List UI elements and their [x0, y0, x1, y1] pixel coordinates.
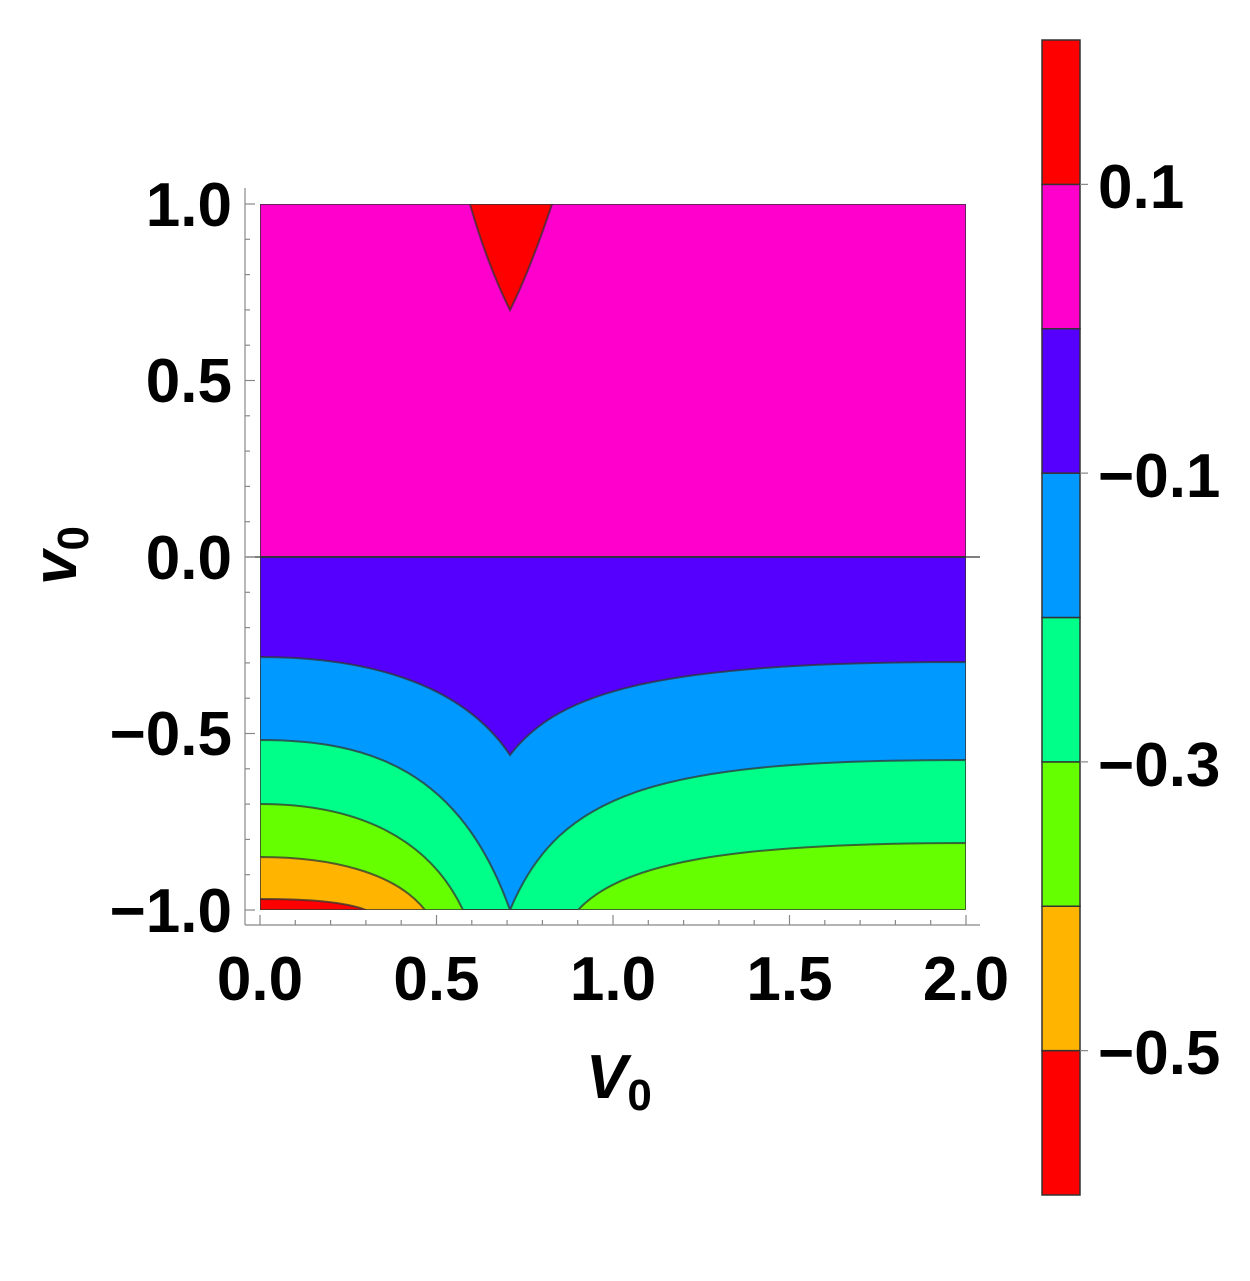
y-tick-label: 0.0 [146, 524, 232, 593]
colorbar-band [1041, 1049, 1081, 1196]
y-tick-label: −0.5 [110, 700, 232, 769]
region-band-0-to-0.1 [260, 204, 966, 558]
y-tick-label: 0.5 [146, 347, 232, 416]
x-tick-label: 0.5 [393, 945, 479, 1014]
contour-regions [260, 204, 966, 910]
colorbar-band [1041, 905, 1081, 1052]
y-axis-label: v0 [21, 526, 98, 585]
x-tick-label: 0.0 [217, 945, 303, 1014]
colorbar-label: 0.1 [1098, 153, 1184, 222]
colorbar-band [1041, 761, 1081, 907]
x-tick-labels: 0.0 0.5 1.0 1.5 2.0 [217, 945, 1009, 1014]
x-axis-label: V0 [586, 1043, 652, 1120]
region-band-neg0.5-to-neg0.4 [260, 855, 427, 910]
y-axis-ticks [245, 203, 255, 911]
y-axis-label-main: v [21, 547, 90, 585]
colorbar-band [1041, 328, 1081, 474]
y-tick-label: −1.0 [110, 877, 232, 946]
colorbar-labels: 0.1 −0.1 −0.3 −0.5 [1098, 153, 1220, 1088]
x-axis-ticks [259, 915, 967, 925]
x-tick-label: 1.5 [746, 945, 832, 1014]
x-tick-label: 1.0 [570, 945, 656, 1014]
colorbar-label: −0.1 [1098, 442, 1220, 511]
colorbar-label: −0.3 [1098, 731, 1220, 800]
region-band-neg0.6-to-neg0.5 [260, 897, 367, 910]
colorbar-band [1041, 472, 1081, 619]
y-tick-labels: −1.0 −0.5 0.0 0.5 1.0 [110, 171, 232, 946]
colorbar-label: −0.5 [1098, 1019, 1220, 1088]
colorbar-band [1041, 616, 1081, 763]
y-tick-label: 1.0 [146, 171, 232, 240]
colorbar-band [1041, 183, 1081, 330]
y-axis-label-subscript: 0 [49, 526, 98, 550]
x-axis-label-main: V [586, 1043, 632, 1112]
colorbar-band [1041, 39, 1081, 186]
region-band-top-red [468, 204, 554, 313]
x-tick-label: 2.0 [923, 945, 1009, 1014]
region-band-neg0.4-to-neg0.3 [260, 802, 966, 910]
colorbar [1041, 39, 1088, 1196]
x-axis-label-subscript: 0 [627, 1071, 651, 1120]
